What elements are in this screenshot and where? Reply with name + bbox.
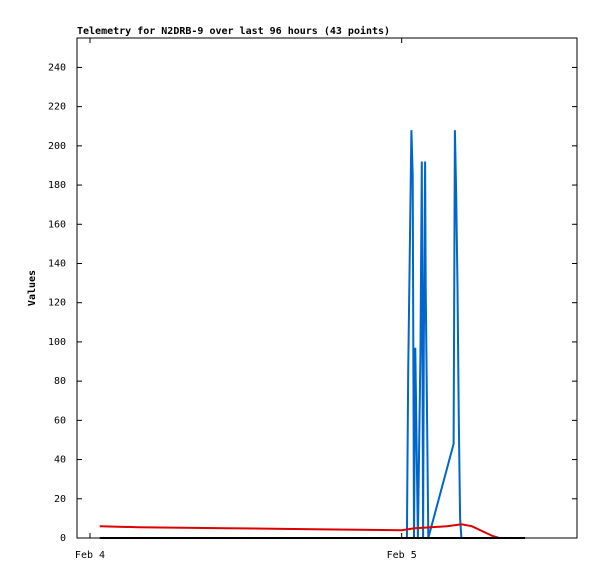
y-tick-label: 140	[48, 258, 66, 269]
y-tick-label: 160	[48, 219, 66, 230]
y-tick-label: 120	[48, 298, 66, 309]
x-tick-label: Feb 4	[75, 550, 105, 561]
plot-frame	[76, 37, 578, 539]
y-tick-label: 180	[48, 180, 66, 191]
y-tick-label: 20	[54, 494, 66, 505]
series-line	[405, 130, 463, 539]
y-tick-label: 220	[48, 102, 66, 113]
y-tick-label: 240	[48, 62, 66, 73]
chart-title: Telemetry for N2DRB-9 over last 96 hours…	[77, 25, 390, 37]
x-tick-label: Feb 5	[387, 550, 417, 561]
y-tick-label: 40	[54, 455, 66, 466]
y-tick-label: 200	[48, 141, 66, 152]
y-axis-label: Values	[27, 270, 38, 306]
y-tick-label: 60	[54, 415, 66, 426]
y-tick-label: 80	[54, 376, 66, 387]
y-tick-label: 0	[60, 533, 66, 544]
y-tick-label: 100	[48, 337, 66, 348]
series-line	[99, 523, 500, 539]
